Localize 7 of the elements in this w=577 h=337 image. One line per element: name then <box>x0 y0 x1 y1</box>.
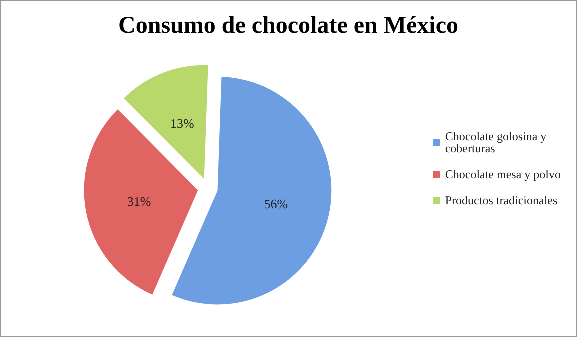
data-label: 56% <box>264 196 288 212</box>
legend-label: Productos tradicionales <box>445 194 558 208</box>
data-label: 13% <box>170 116 195 131</box>
data-label: 31% <box>127 194 152 209</box>
legend-label: Chocolate mesa y polvo <box>445 168 561 182</box>
legend-label: Chocolate golosina y coberturas <box>445 130 550 156</box>
chart-title: Consumo de chocolate en México <box>118 13 458 39</box>
